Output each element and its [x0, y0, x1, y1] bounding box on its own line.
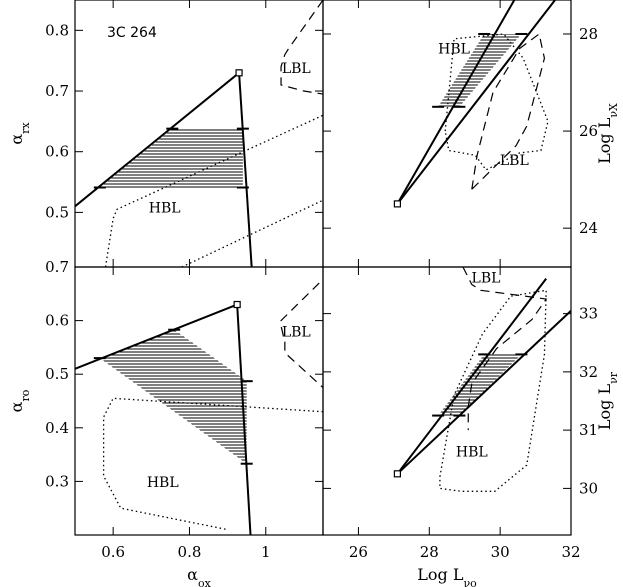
square-marker	[393, 200, 401, 208]
y-tick-label: 0.3	[45, 472, 69, 490]
x-tick-label: 1	[261, 543, 271, 561]
y-tick-label: 0.6	[45, 143, 69, 161]
x-tick-label: 30	[491, 543, 510, 561]
series-LBL-region	[280, 0, 323, 95]
series-steep-edge	[236, 304, 252, 535]
region-label-lbl: LBL	[500, 153, 529, 169]
series-shallow-line	[396, 309, 571, 475]
y-tick-label: 33	[579, 305, 598, 323]
x-tick-label: 32	[561, 543, 580, 561]
x-tick-label: 26	[349, 543, 368, 561]
region-label-lbl: LBL	[472, 271, 501, 287]
y-tick-label: 0.4	[45, 419, 69, 437]
square-marker	[233, 300, 241, 309]
y-tick-label: 0.6	[45, 312, 69, 330]
hatched-region	[438, 354, 522, 416]
region-label-lbl: LBL	[282, 61, 311, 77]
plot-area	[396, 0, 556, 205]
x-tick-label: 0.8	[178, 543, 202, 561]
series-HBL-region-lower	[181, 199, 323, 267]
panel-frame	[322, 266, 572, 536]
y-tick-label: 32	[579, 363, 598, 381]
series-shallow-line	[396, 0, 556, 205]
region-label-hbl: HBL	[147, 475, 179, 491]
series-HBL-region	[444, 33, 549, 171]
panel-alpha-ro-vs-alpha-ox: 0.3 0.4 0.5 0.6 0.7 0.6 0.8 1 HBL LBL αro αox	[7, 258, 324, 587]
panel-alpha-rx-vs-alpha-ox: 0.5 0.6 0.7 0.8 HBL LBL αrx	[7, 0, 324, 268]
series-HBL-region	[104, 114, 323, 267]
source-name-label: 3C 264	[107, 25, 157, 41]
series-steep-line	[396, 0, 516, 205]
square-marker	[235, 69, 243, 77]
y-tick-label: 0.5	[45, 365, 69, 383]
plot-area	[396, 267, 571, 492]
x-tick-label: 0.6	[101, 543, 125, 561]
hatched-region	[99, 128, 243, 188]
series-steep-line	[396, 278, 547, 475]
hatched-region	[438, 33, 522, 107]
y-tick-label: 31	[579, 421, 598, 439]
panel-log-lr-vs-log-lo: 30 31 32 33 26 28 30 32 HBL LBL Log Lνr Log Lνo	[322, 266, 620, 587]
series-LBL-region	[462, 267, 548, 431]
y-tick-label: 0.5	[45, 203, 69, 221]
y-tick-label: 24	[579, 219, 598, 237]
y-tick-label: 28	[579, 25, 598, 43]
plot-area	[75, 0, 323, 267]
series-steep-edge	[238, 72, 253, 267]
y-axis-title: Log Lνr	[595, 371, 620, 430]
y-tick-label: 0.7	[45, 82, 69, 100]
region-label-hbl: HBL	[456, 444, 488, 460]
series-LBL-region	[280, 282, 323, 389]
square-marker	[393, 470, 401, 478]
x-tick-label: 28	[420, 543, 439, 561]
plot-area	[75, 282, 323, 535]
region-label-lbl: LBL	[282, 325, 311, 341]
y-axis-title: αrx	[7, 122, 32, 145]
x-axis-title: αox	[187, 565, 211, 587]
y-tick-label: 30	[579, 479, 598, 497]
y-tick-label: 0.7	[45, 258, 69, 276]
y-tick-label: 0.8	[45, 21, 69, 39]
y-axis-title: Log LνX	[595, 103, 620, 164]
series-HBL-region	[439, 289, 547, 492]
panel-log-lx-vs-log-lo: 24 26 28 HBL LBL Log LνX	[322, 0, 620, 268]
y-tick-label: 26	[579, 122, 598, 140]
x-axis-title: Log Lνo	[417, 565, 477, 587]
region-label-hbl: HBL	[149, 200, 181, 216]
hatched-region	[99, 329, 247, 464]
panel-frame	[322, 0, 572, 268]
region-label-hbl: HBL	[438, 41, 470, 57]
series-upper-envelope	[75, 72, 240, 208]
y-axis-title: αro	[7, 389, 32, 412]
